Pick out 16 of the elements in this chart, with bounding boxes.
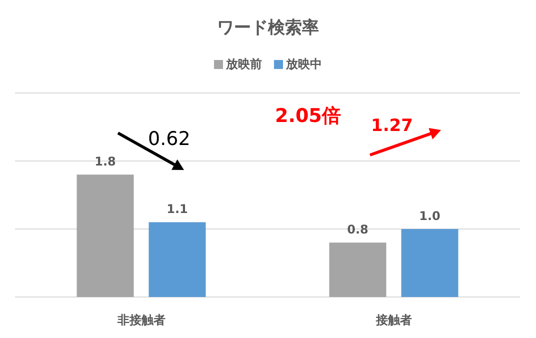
data-label: 1.1 [166, 202, 188, 216]
data-label: 1.0 [419, 209, 440, 223]
data-label: 0.8 [347, 222, 368, 237]
annotation: 2.05倍 [275, 105, 341, 127]
bar [401, 229, 458, 297]
annotation: 1.27 [371, 116, 413, 136]
x-tick-label: 接触者 [374, 313, 412, 327]
annotation: 0.62 [148, 128, 190, 150]
legend-label: 放映中 [285, 57, 322, 71]
chart-title: ワード検索率 [217, 18, 319, 38]
bar [76, 174, 134, 297]
x-tick-label: 非接触者 [116, 313, 166, 327]
data-label: 1.8 [94, 154, 116, 169]
legend-label: 放映前 [225, 57, 262, 71]
bar [148, 222, 206, 297]
bar [329, 242, 386, 297]
